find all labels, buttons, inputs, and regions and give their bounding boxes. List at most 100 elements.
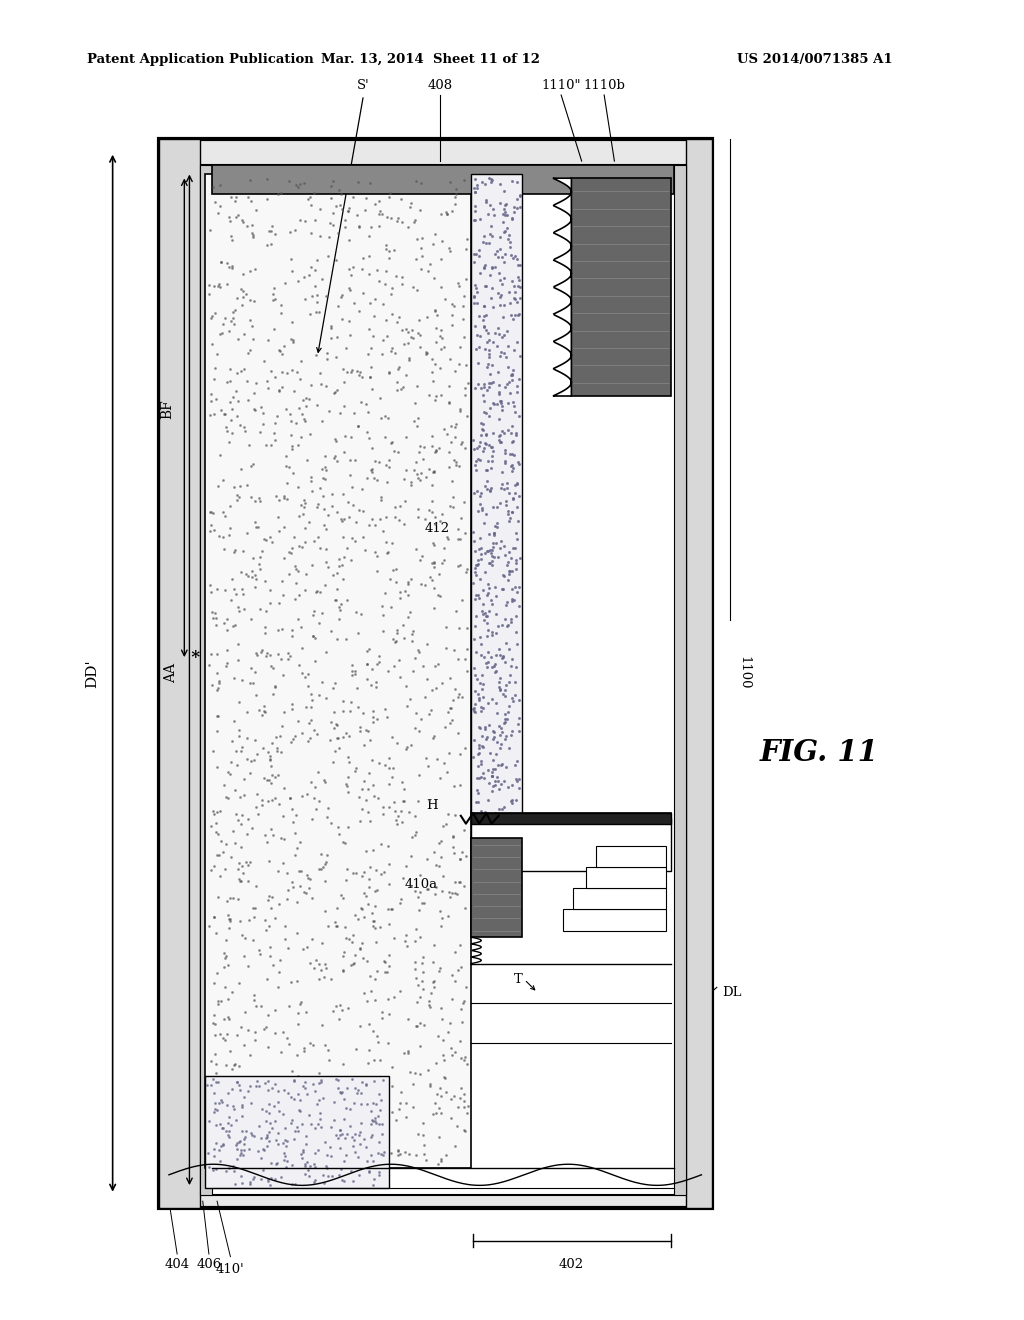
Point: [503, 381, 519, 403]
Point: [390, 358, 407, 379]
Point: [456, 491, 472, 512]
Point: [350, 216, 367, 238]
Point: [344, 186, 360, 207]
Point: [211, 673, 227, 694]
Point: [475, 673, 492, 694]
Point: [382, 899, 398, 920]
Point: [357, 886, 374, 907]
Point: [484, 169, 501, 190]
Point: [266, 1110, 283, 1131]
Point: [478, 459, 495, 480]
Point: [496, 771, 512, 792]
Point: [487, 692, 504, 713]
Point: [442, 1107, 459, 1129]
Point: [426, 461, 442, 482]
Point: [485, 727, 502, 748]
Point: [337, 216, 353, 238]
Point: [246, 1135, 262, 1156]
Point: [244, 214, 260, 235]
Point: [297, 1152, 313, 1173]
Point: [381, 913, 397, 935]
Point: [310, 791, 327, 812]
Point: [268, 737, 285, 758]
Point: [468, 565, 484, 586]
Bar: [159, 139, 200, 1208]
Point: [495, 578, 511, 599]
Point: [267, 1130, 284, 1151]
Point: [378, 454, 394, 475]
Point: [483, 216, 500, 238]
Point: [469, 554, 485, 576]
Point: [441, 713, 458, 734]
Point: [431, 1127, 447, 1148]
Point: [260, 791, 276, 812]
Point: [289, 892, 305, 913]
Point: [488, 512, 505, 533]
Point: [408, 821, 424, 842]
Text: 408: 408: [428, 79, 453, 92]
Point: [340, 998, 356, 1019]
Point: [213, 830, 229, 851]
Point: [309, 1098, 326, 1119]
Point: [249, 1071, 265, 1092]
Point: [416, 1015, 432, 1036]
Point: [273, 648, 290, 669]
Point: [373, 1078, 389, 1100]
Point: [217, 977, 233, 998]
Point: [373, 1049, 389, 1071]
Point: [274, 1133, 291, 1154]
Point: [360, 428, 377, 449]
Point: [322, 213, 338, 234]
Point: [476, 647, 493, 668]
Point: [308, 292, 325, 313]
Point: [482, 194, 499, 215]
Point: [501, 564, 517, 585]
Point: [224, 257, 241, 279]
Point: [218, 273, 234, 294]
Point: [430, 1097, 446, 1118]
Point: [492, 345, 508, 366]
Point: [325, 1166, 341, 1187]
Point: [479, 354, 496, 375]
Point: [226, 578, 243, 599]
Text: US 2014/0071385 A1: US 2014/0071385 A1: [737, 53, 893, 66]
Point: [201, 916, 217, 937]
Point: [410, 887, 426, 908]
Point: [366, 1146, 382, 1167]
Point: [260, 1093, 276, 1114]
Point: [267, 367, 284, 388]
Point: [289, 362, 305, 383]
Point: [260, 890, 276, 911]
Point: [350, 908, 367, 929]
Point: [305, 626, 322, 647]
Point: [257, 601, 273, 622]
Point: [389, 623, 406, 644]
Point: [510, 454, 526, 475]
Point: [487, 256, 504, 277]
Point: [243, 1123, 259, 1144]
Point: [248, 569, 264, 590]
Point: [431, 855, 447, 876]
Point: [401, 601, 418, 622]
Point: [487, 743, 504, 764]
Point: [260, 1067, 276, 1088]
Point: [510, 267, 526, 288]
Point: [347, 660, 364, 681]
Point: [216, 1080, 232, 1101]
Point: [265, 657, 282, 678]
Point: [509, 292, 525, 313]
Point: [340, 492, 356, 513]
Point: [427, 223, 443, 244]
Point: [307, 259, 324, 280]
Point: [425, 952, 441, 973]
Point: [356, 982, 373, 1003]
Point: [203, 1051, 219, 1072]
Bar: [674, 165, 686, 1195]
Point: [333, 1090, 349, 1111]
Point: [232, 837, 249, 858]
Point: [371, 645, 387, 667]
Point: [291, 1117, 307, 1138]
Point: [430, 653, 446, 675]
Point: [489, 496, 506, 517]
Point: [430, 1026, 446, 1047]
